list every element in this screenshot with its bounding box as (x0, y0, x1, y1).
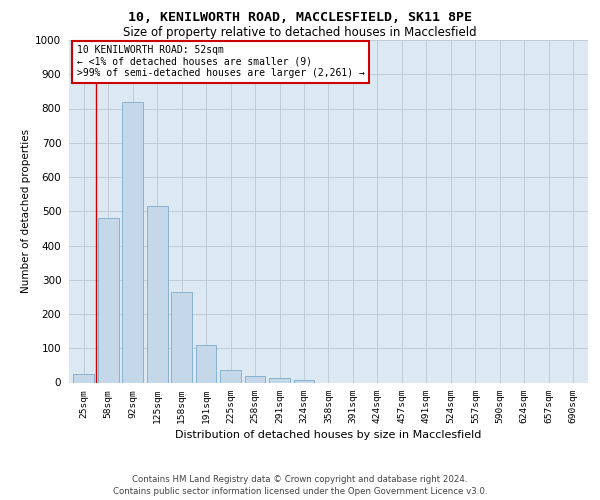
Y-axis label: Number of detached properties: Number of detached properties (21, 129, 31, 294)
Bar (147, 206, 167, 382)
Bar (196, 345, 217, 383)
Text: 10, KENILWORTH ROAD, MACCLESFIELD, SK11 8PE: 10, KENILWORTH ROAD, MACCLESFIELD, SK11 … (128, 11, 472, 24)
Bar (293, 380, 314, 382)
Bar (98, 218, 119, 382)
Bar (171, 292, 192, 382)
X-axis label: Distribution of detached houses by size in Macclesfield: Distribution of detached houses by size … (175, 430, 482, 440)
Text: 10 KENILWORTH ROAD: 52sqm
← <1% of detached houses are smaller (9)
>99% of semi-: 10 KENILWORTH ROAD: 52sqm ← <1% of detac… (77, 45, 365, 78)
Bar (220, 370, 241, 382)
Bar (122, 102, 143, 382)
Bar (269, 378, 290, 382)
Text: Contains HM Land Registry data © Crown copyright and database right 2024.
Contai: Contains HM Land Registry data © Crown c… (113, 474, 487, 496)
Bar (245, 376, 265, 382)
Text: Size of property relative to detached houses in Macclesfield: Size of property relative to detached ho… (123, 26, 477, 39)
Bar (73, 374, 94, 382)
